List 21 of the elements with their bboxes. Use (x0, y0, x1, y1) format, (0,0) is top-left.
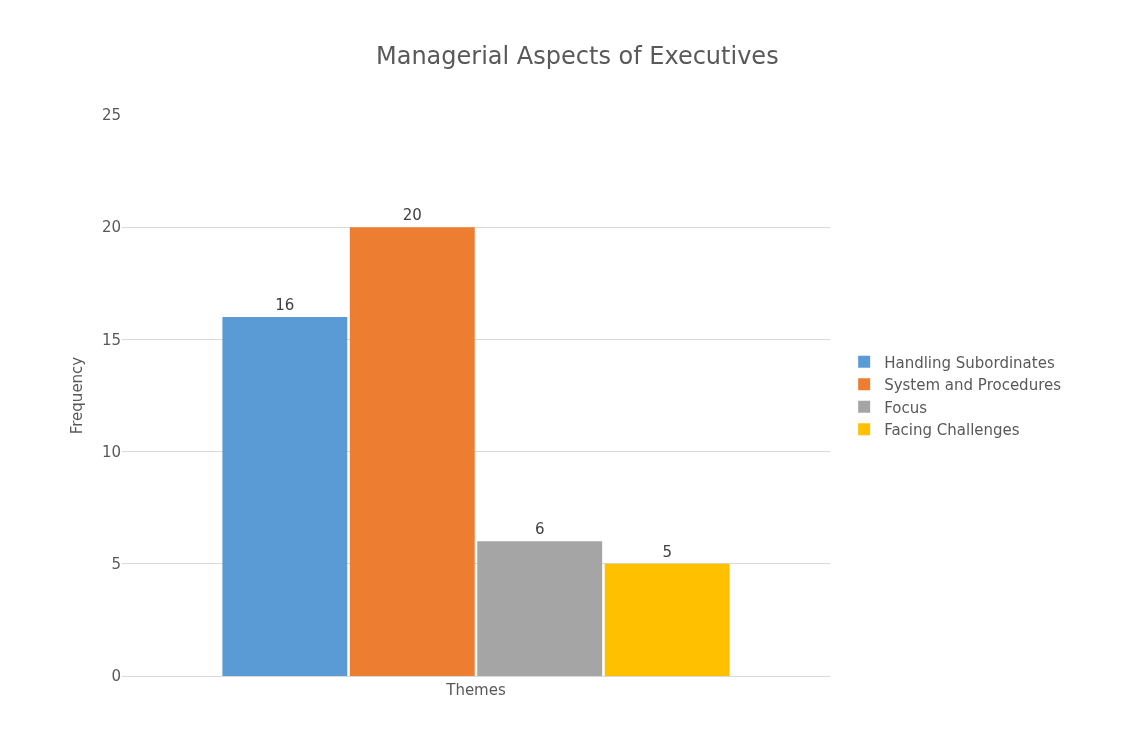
data-label: 6 (534, 520, 545, 539)
y-tick-label: 10 (101, 442, 121, 461)
legend-label: System and Procedures (884, 376, 1062, 395)
y-tick-label: 20 (101, 218, 121, 237)
data-label: 20 (402, 206, 422, 225)
legend-label: Handling Subordinates (884, 353, 1055, 372)
y-tick-label: 0 (111, 667, 121, 686)
bar (349, 227, 475, 676)
legend-label: Focus (884, 398, 928, 417)
bar (477, 541, 603, 676)
data-label: 16 (275, 295, 295, 314)
y-tick-label: 5 (111, 555, 121, 574)
data-label: 5 (662, 542, 672, 561)
x-tick-label: Themes (445, 681, 506, 699)
y-axis-title: Frequency (68, 356, 87, 435)
y-tick-label: 15 (101, 330, 121, 349)
chart-title: Managerial Aspects of Executives (375, 42, 779, 71)
bar (222, 316, 348, 676)
legend-label: Facing Challenges (884, 421, 1020, 440)
y-tick-label: 25 (101, 106, 121, 125)
bar (604, 563, 730, 676)
